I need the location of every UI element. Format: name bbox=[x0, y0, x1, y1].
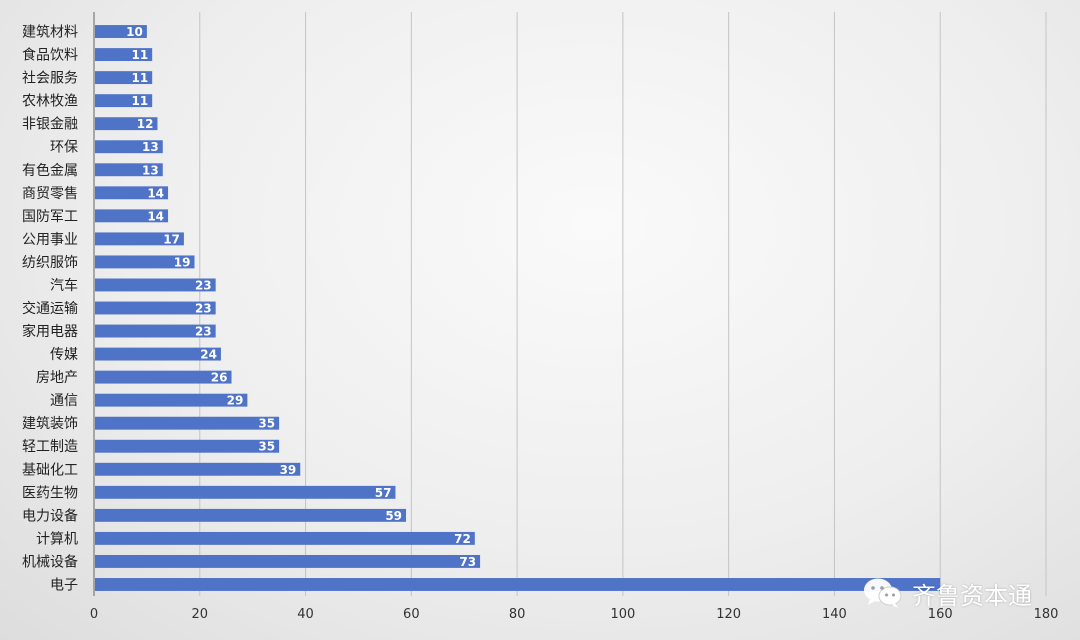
data-label: 73 bbox=[459, 555, 476, 569]
x-tick-label: 40 bbox=[297, 607, 314, 622]
category-label: 社会服务 bbox=[22, 71, 78, 87]
data-label: 29 bbox=[227, 394, 244, 408]
category-label: 纺织服饰 bbox=[22, 255, 78, 271]
category-label: 食品饮料 bbox=[22, 47, 78, 64]
bar bbox=[95, 370, 232, 384]
bar bbox=[95, 347, 221, 361]
category-label: 机械设备 bbox=[22, 553, 78, 570]
bar bbox=[95, 578, 941, 591]
bar bbox=[95, 25, 147, 38]
category-label: 非银金融 bbox=[22, 117, 78, 133]
data-label: 35 bbox=[258, 417, 275, 431]
bar bbox=[95, 301, 216, 315]
x-tick-label: 120 bbox=[716, 607, 741, 622]
category-label: 电子 bbox=[50, 577, 78, 593]
category-label: 电力设备 bbox=[22, 507, 78, 524]
bar bbox=[95, 117, 158, 131]
bar bbox=[95, 393, 248, 407]
category-label: 建筑材料 bbox=[22, 25, 78, 41]
category-label: 房地产 bbox=[36, 370, 78, 386]
x-tick-label: 160 bbox=[928, 607, 953, 622]
category-label: 通信 bbox=[50, 393, 78, 409]
watermark-text: 齐鲁资本通 bbox=[912, 581, 1032, 610]
data-label: 39 bbox=[280, 463, 297, 477]
category-label: 建筑装饰 bbox=[22, 416, 78, 432]
category-label: 环保 bbox=[50, 140, 78, 156]
x-tick-label: 100 bbox=[610, 607, 635, 622]
data-label: 11 bbox=[131, 94, 148, 108]
category-label: 公用事业 bbox=[22, 232, 78, 248]
bar bbox=[95, 508, 407, 522]
bar bbox=[95, 186, 169, 200]
data-label: 11 bbox=[131, 71, 148, 85]
bar bbox=[95, 71, 153, 85]
bar bbox=[95, 324, 216, 338]
category-label: 商贸零售 bbox=[22, 186, 78, 202]
category-label: 交通运输 bbox=[22, 300, 78, 317]
bar bbox=[95, 94, 153, 108]
data-label: 72 bbox=[454, 532, 471, 546]
data-label: 35 bbox=[258, 440, 275, 454]
watermark: 齐鲁资本通 bbox=[862, 573, 1032, 613]
bar bbox=[95, 485, 396, 499]
category-label: 汽车 bbox=[50, 277, 78, 294]
bar bbox=[95, 439, 280, 453]
data-label: 24 bbox=[200, 348, 217, 362]
data-label: 23 bbox=[195, 278, 212, 292]
data-label: 10 bbox=[126, 25, 143, 39]
x-tick-label: 180 bbox=[1034, 607, 1059, 622]
x-tick-label: 20 bbox=[192, 607, 209, 622]
data-label: 13 bbox=[142, 163, 159, 177]
data-label: 11 bbox=[131, 48, 148, 62]
category-label: 家用电器 bbox=[22, 323, 78, 340]
data-label: 23 bbox=[195, 302, 212, 316]
bar bbox=[95, 462, 301, 476]
bar bbox=[95, 255, 195, 269]
x-tick-label: 80 bbox=[509, 607, 526, 622]
wechat-icon bbox=[864, 578, 902, 608]
data-label: 57 bbox=[375, 486, 392, 500]
category-label: 轻工制造 bbox=[22, 439, 78, 455]
data-label: 14 bbox=[147, 186, 164, 200]
category-label: 计算机 bbox=[36, 531, 78, 547]
category-label: 传媒 bbox=[50, 347, 78, 363]
x-tick-label: 0 bbox=[90, 607, 98, 622]
bar bbox=[95, 416, 280, 430]
x-tick-label: 60 bbox=[403, 607, 420, 622]
bar bbox=[95, 232, 184, 246]
data-label: 59 bbox=[385, 509, 402, 523]
category-label: 基础化工 bbox=[22, 461, 78, 478]
category-label: 农林牧渔 bbox=[22, 94, 78, 110]
category-label: 医药生物 bbox=[22, 485, 78, 501]
data-label: 26 bbox=[211, 371, 228, 385]
bar bbox=[95, 209, 169, 223]
bar bbox=[95, 163, 163, 177]
x-tick-label: 140 bbox=[822, 607, 847, 622]
data-label: 13 bbox=[142, 140, 159, 154]
bar bbox=[95, 278, 216, 292]
bar bbox=[95, 554, 481, 568]
data-label: 12 bbox=[137, 117, 154, 131]
data-label: 23 bbox=[195, 325, 212, 339]
bar bbox=[95, 531, 475, 545]
bar bbox=[95, 48, 153, 62]
category-label: 有色金属 bbox=[22, 162, 78, 179]
category-label: 国防军工 bbox=[22, 209, 78, 225]
bar bbox=[95, 140, 163, 154]
data-label: 17 bbox=[163, 232, 180, 246]
data-label: 19 bbox=[174, 255, 191, 269]
data-label: 14 bbox=[147, 209, 164, 223]
